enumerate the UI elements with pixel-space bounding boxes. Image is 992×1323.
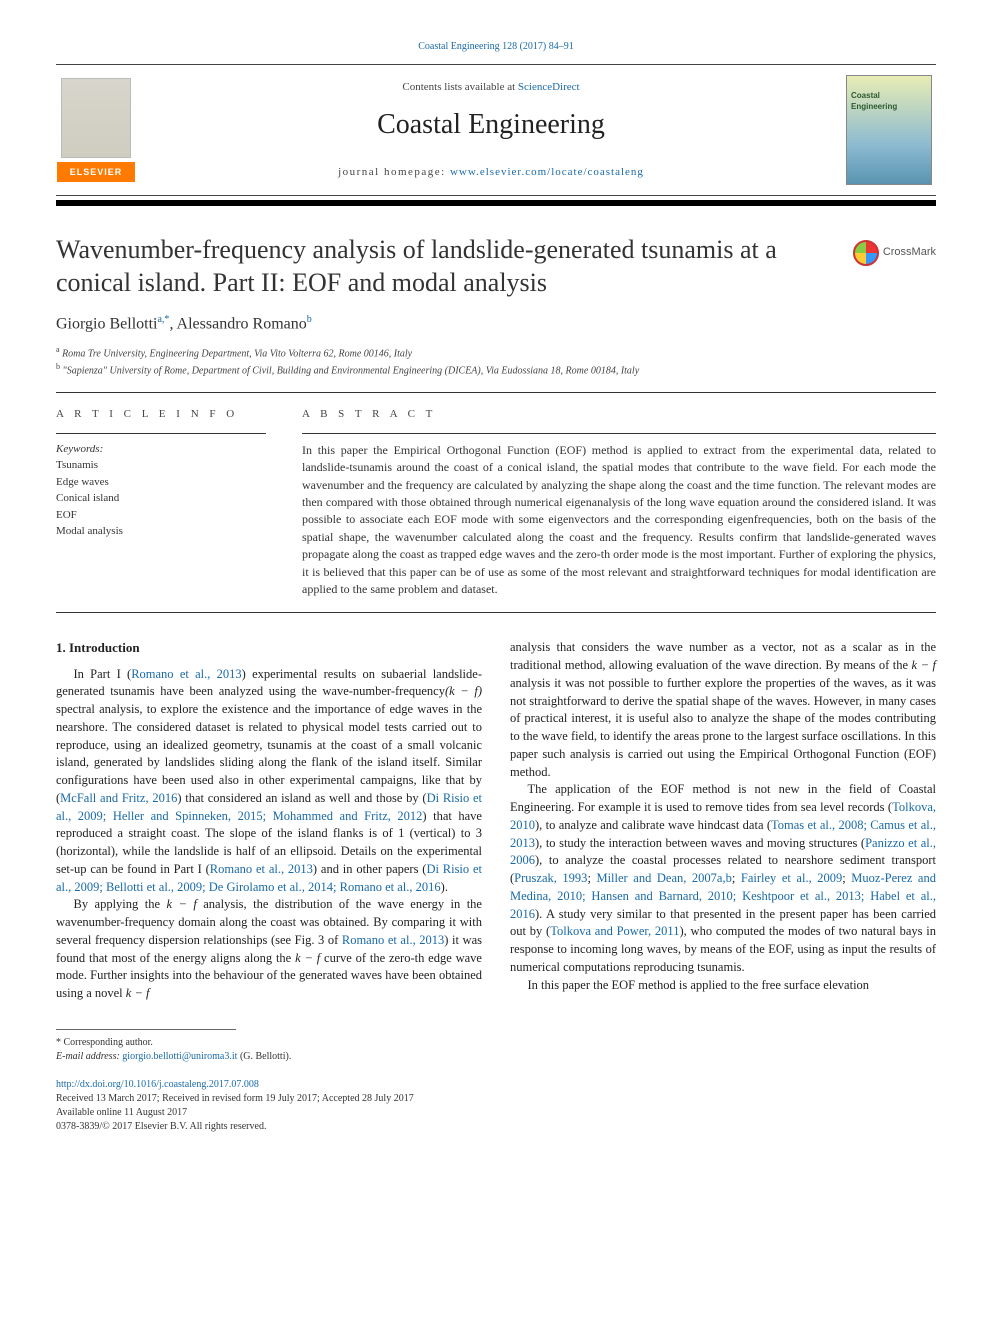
math-kf: k − f [166,897,196,911]
ref-link[interactable]: Pruszak, 1993 [514,871,587,885]
elsevier-logo: ELSEVIER [57,162,135,182]
homepage-line: journal homepage: www.elsevier.com/locat… [136,165,846,180]
doi-link[interactable]: http://dx.doi.org/10.1016/j.coastaleng.2… [56,1079,259,1090]
publisher-block: ELSEVIER [56,78,136,182]
math-kf: k − f [295,951,320,965]
author-1-sup: a,* [157,314,169,325]
online-line: Available online 11 August 2017 [56,1106,936,1120]
article-meta: A R T I C L E I N F O Keywords: Tsunamis… [56,407,936,598]
author-1: Giorgio Bellotti [56,315,157,332]
article-title: Wavenumber-frequency analysis of landsli… [56,234,836,299]
math-kf: (k − f) [445,684,482,698]
corr-author-line: * Corresponding author. [56,1036,936,1050]
ref-link[interactable]: McFall and Fritz, 2016 [60,791,177,805]
body-text: spectral analysis, to explore the existe… [56,702,482,805]
rule-above-meta [56,392,936,393]
body-text: analysis that considers the wave number … [510,640,936,672]
body-text: ; [842,871,851,885]
body-text: By applying the [74,897,167,911]
authors: Giorgio Bellottia,*, Alessandro Romanob [56,313,936,336]
affiliations: a Roma Tre University, Engineering Depar… [56,344,936,379]
crossmark-label: CrossMark [883,245,936,260]
email-who: (G. Bellotti). [240,1051,291,1062]
homepage-link[interactable]: www.elsevier.com/locate/coastaleng [450,166,644,178]
body-col-right: analysis that considers the wave number … [510,639,936,1003]
received-line: Received 13 March 2017; Received in revi… [56,1092,936,1106]
body-text: ) that considered an island as well and … [177,791,426,805]
math-kf: k − f [126,986,150,1000]
article-info-head: A R T I C L E I N F O [56,407,266,422]
body-col-left: 1. Introduction In Part I (Romano et al.… [56,639,482,1003]
doi-block: http://dx.doi.org/10.1016/j.coastaleng.2… [56,1078,936,1134]
journal-name: Coastal Engineering [136,105,846,144]
article-info-col: A R T I C L E I N F O Keywords: Tsunamis… [56,407,266,598]
homepage-prefix: journal homepage: [338,166,450,178]
ref-link[interactable]: Tolkova and Power, 2011 [550,924,679,938]
cover-block: Coastal Engineering [846,75,936,185]
abstract-col: A B S T R A C T In this paper the Empiri… [302,407,936,598]
keywords-list: Tsunamis Edge waves Conical island EOF M… [56,457,266,540]
ref-link[interactable]: Romano et al., 2013 [131,667,241,681]
author-2: , Alessandro Romano [169,315,306,332]
body-text: ). [441,880,448,894]
body-text: In this paper the EOF method is applied … [528,978,870,992]
ref-link[interactable]: Miller and Dean, 2007a,b [596,871,731,885]
body-text: ; [732,871,741,885]
affil-a: Roma Tre University, Engineering Departm… [62,348,412,359]
running-head: Coastal Engineering 128 (2017) 84–91 [56,40,936,54]
issn-line: 0378-3839/© 2017 Elsevier B.V. All right… [56,1120,936,1134]
header-separator [56,200,936,206]
contents-prefix: Contents lists available at [402,81,517,93]
journal-header: ELSEVIER Contents lists available at Sci… [56,64,936,196]
math-kf: k − f [912,658,936,672]
abstract-text: In this paper the Empirical Orthogonal F… [302,442,936,599]
keyword: Tsunamis [56,457,266,474]
footnote-rule [56,1029,236,1030]
abstract-head: A B S T R A C T [302,407,936,422]
affil-b: "Sapienza" University of Rome, Departmen… [63,365,640,376]
elsevier-tree-icon [61,78,131,158]
crossmark-icon [853,240,879,266]
ref-link[interactable]: Romano et al., 2013 [210,862,313,876]
author-2-sup: b [307,314,312,325]
rule-below-meta [56,612,936,613]
body-text: ), to analyze and calibrate wave hindcas… [535,818,771,832]
body-text: ) and in other papers ( [313,862,427,876]
sciencedirect-link[interactable]: ScienceDirect [518,81,580,93]
corresponding-footnote: * Corresponding author. E-mail address: … [56,1036,936,1064]
ref-link[interactable]: Fairley et al., 2009 [741,871,842,885]
running-head-link[interactable]: Coastal Engineering 128 (2017) 84–91 [418,41,574,52]
email-link[interactable]: giorgio.bellotti@uniroma3.it [122,1051,237,1062]
body-text: analysis it was not possible to further … [510,676,936,779]
body-text: The application of the EOF method is not… [510,782,936,814]
body-text: In Part I ( [74,667,132,681]
ref-link[interactable]: Romano et al., 2013 [342,933,444,947]
body-columns: 1. Introduction In Part I (Romano et al.… [56,639,936,1003]
contents-line: Contents lists available at ScienceDirec… [136,80,846,95]
keywords-label: Keywords: [56,442,266,457]
crossmark-widget[interactable]: CrossMark [853,240,936,266]
email-label: E-mail address: [56,1051,120,1062]
keyword: EOF [56,507,266,524]
header-center: Contents lists available at ScienceDirec… [136,80,846,180]
keyword: Modal analysis [56,523,266,540]
body-text: ), to study the interaction between wave… [535,836,865,850]
keyword: Edge waves [56,474,266,491]
cover-title: Coastal Engineering [851,90,927,112]
intro-head: 1. Introduction [56,639,482,657]
keyword: Conical island [56,490,266,507]
journal-cover-thumb: Coastal Engineering [846,75,932,185]
